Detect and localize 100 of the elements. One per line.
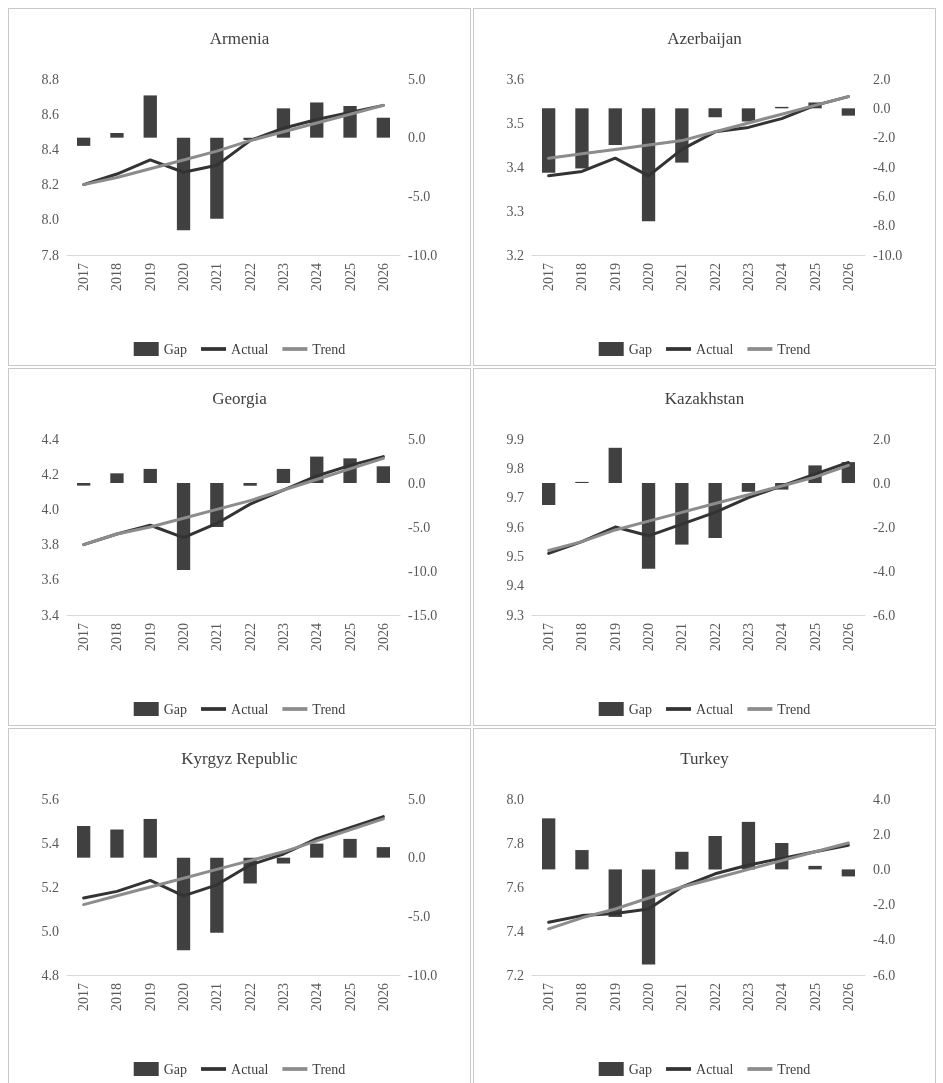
legend-label: Gap [628,341,653,357]
y-tick-label: 9.9 [506,431,524,447]
y-tick-label: 9.7 [506,490,524,506]
y2-tick-label: -10.0 [408,967,438,983]
x-tick-label: 2022 [707,263,723,291]
x-tick-label: 2024 [774,983,790,1011]
x-tick-label: 2019 [142,983,158,1011]
x-tick-label: 2026 [840,983,856,1011]
x-tick-label: 2019 [142,263,158,291]
y-tick-label: 4.0 [41,501,59,517]
x-tick-label: 2021 [209,983,225,1011]
y2-tick-label: -4.0 [873,159,896,175]
chart-title: Armenia [209,29,270,48]
y-tick-label: 5.6 [41,791,59,807]
x-tick-label: 2023 [740,263,756,291]
y2-tick-label: 5.0 [408,791,426,807]
y2-tick-label: 0.0 [873,100,891,116]
x-tick-label: 2021 [674,983,690,1011]
x-tick-label: 2025 [342,983,358,1011]
x-tick-label: 2018 [574,263,590,291]
y-tick-label: 5.2 [41,879,59,895]
x-tick-label: 2023 [275,263,291,291]
y2-tick-label: -15.0 [408,607,438,623]
y2-tick-label: -5.0 [408,519,431,535]
y2-tick-label: 0.0 [408,130,426,146]
chart-title: Turkey [680,749,730,768]
y-tick-label: 5.0 [41,923,59,939]
x-tick-label: 2017 [76,623,92,651]
legend-label: Gap [628,701,653,717]
x-tick-label: 2024 [309,623,325,651]
legend-label: Gap [628,1061,653,1077]
y-tick-label: 7.8 [506,835,524,851]
x-tick-label: 2026 [375,263,391,291]
x-tick-label: 2021 [209,623,225,651]
y-tick-label: 3.6 [41,572,59,588]
y2-tick-label: -6.0 [873,188,896,204]
legend-label: Actual [696,701,734,717]
x-tick-label: 2017 [76,263,92,291]
y2-tick-label: 4.0 [873,791,891,807]
y2-tick-label: 2.0 [873,71,891,87]
y-tick-label: 9.3 [506,607,524,623]
y2-tick-label: 0.0 [408,475,426,491]
x-tick-label: 2024 [774,623,790,651]
x-tick-label: 2020 [176,623,192,651]
y2-tick-label: 0.0 [873,861,891,877]
x-tick-label: 2020 [641,983,657,1011]
x-tick-label: 2022 [242,623,258,651]
x-tick-label: 2021 [674,623,690,651]
x-tick-label: 2024 [309,983,325,1011]
x-tick-label: 2025 [807,623,823,651]
x-tick-label: 2020 [641,623,657,651]
legend-label: Trend [312,341,346,357]
legend-label: Actual [231,1061,269,1077]
y-tick-label: 3.2 [506,247,524,263]
y-tick-label: 7.2 [506,967,524,983]
x-tick-label: 2022 [242,983,258,1011]
y2-tick-label: 5.0 [408,71,426,87]
legend-label: Trend [777,1061,811,1077]
chart-title: Azerbaijan [667,29,743,48]
y-tick-label: 9.6 [506,519,524,535]
legend-label: Trend [777,701,811,717]
x-tick-label: 2024 [774,263,790,291]
x-tick-label: 2022 [242,263,258,291]
x-tick-label: 2018 [574,983,590,1011]
y2-tick-label: -10.0 [408,247,438,263]
y-tick-label: 3.4 [41,607,59,623]
x-tick-label: 2023 [275,983,291,1011]
y-tick-label: 3.3 [506,203,524,219]
y-tick-label: 8.8 [41,71,59,87]
x-tick-label: 2025 [807,263,823,291]
y-tick-label: 9.8 [506,460,524,476]
x-tick-label: 2024 [309,263,325,291]
y2-tick-label: -5.0 [408,908,431,924]
x-tick-label: 2023 [275,623,291,651]
chart-title: Kazakhstan [664,389,745,408]
y2-tick-label: -10.0 [873,247,903,263]
x-tick-label: 2017 [541,623,557,651]
y2-tick-label: -2.0 [873,897,896,913]
y-tick-label: 3.6 [506,71,524,87]
legend-label: Actual [696,1061,734,1077]
y2-tick-label: -4.0 [873,932,896,948]
x-tick-label: 2026 [375,623,391,651]
y-tick-label: 9.5 [506,548,524,564]
x-tick-label: 2018 [109,263,125,291]
y2-tick-label: 0.0 [408,850,426,866]
x-tick-label: 2025 [807,983,823,1011]
legend-label: Gap [163,701,188,717]
y-tick-label: 4.8 [41,967,59,983]
legend-label: Gap [163,1061,188,1077]
y2-tick-label: 2.0 [873,826,891,842]
y-tick-label: 3.8 [41,537,59,553]
y-tick-label: 8.4 [41,141,59,157]
x-tick-label: 2017 [541,983,557,1011]
legend-label: Actual [231,341,269,357]
x-tick-label: 2022 [707,983,723,1011]
y-tick-label: 7.6 [506,879,524,895]
y-tick-label: 8.0 [506,791,524,807]
chart-title: Kyrgyz Republic [181,749,299,768]
x-tick-label: 2018 [574,623,590,651]
x-tick-label: 2018 [109,623,125,651]
